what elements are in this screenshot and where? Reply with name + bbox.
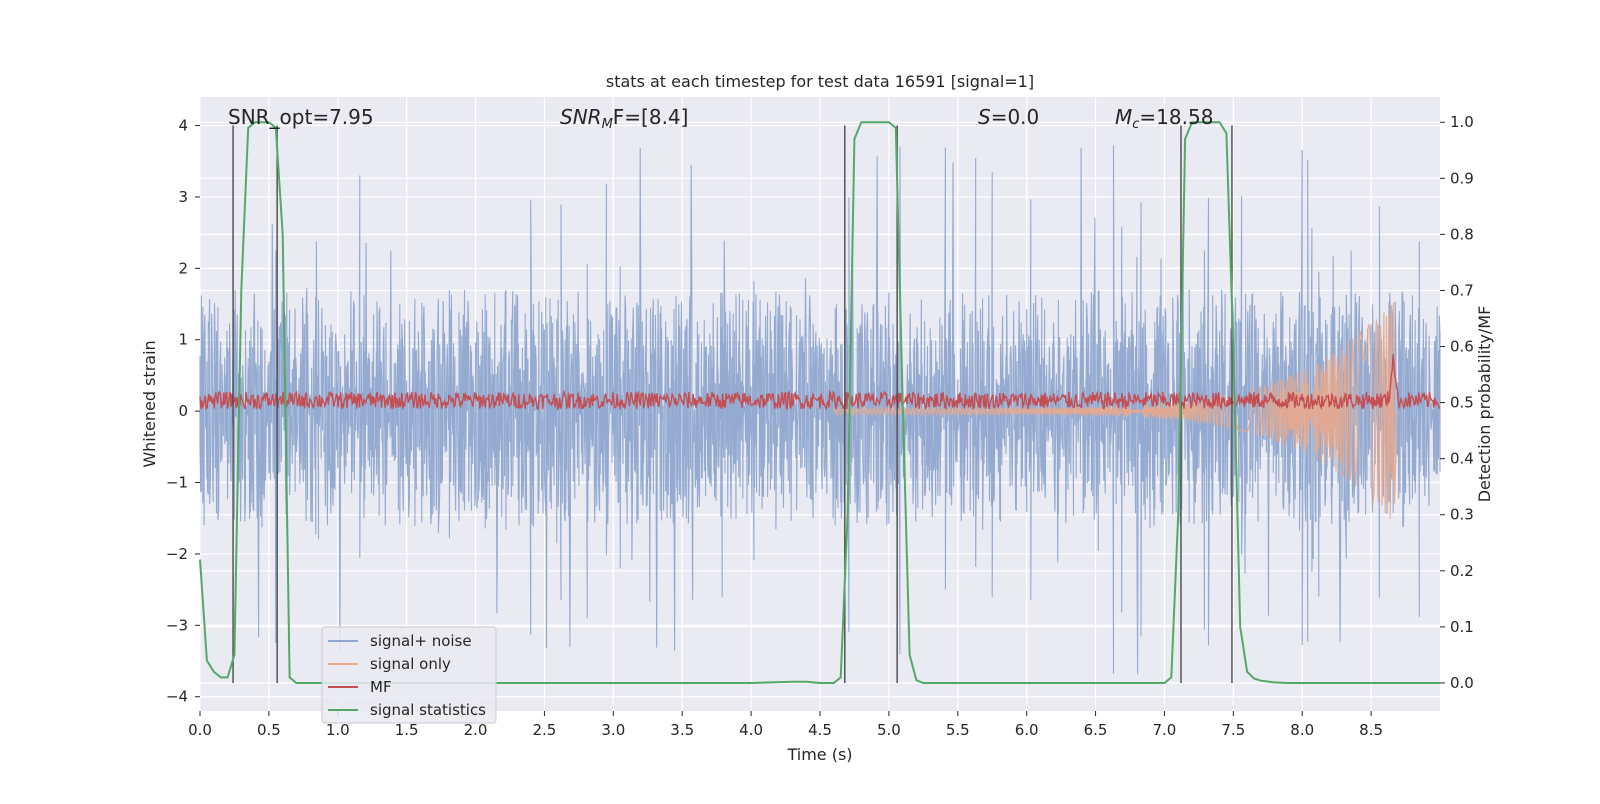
y-axis-label: Whitened strain [140,340,159,467]
annotation-s-rest: =0.0 [991,105,1040,129]
x-axis-ticks: 0.0 0.5 1.0 1.5 2.0 2.5 3.0 3.5 4.0 4.5 5.0 5.5 6.0 6… [188,711,1383,739]
annotation-snr-mf: SNRMF=[8.4] [560,105,688,132]
signal-only-line [833,302,1398,519]
y2-tick-label: 0.5 [1450,394,1474,412]
annotation-snr-opt: SNR_opt=7.95 [228,105,374,129]
annotation-mc: Mc=18.58 [1115,105,1213,132]
legend-label-mf: MF [370,678,392,696]
x-tick-label: 7.0 [1153,721,1177,739]
y2-tick-label: 1.0 [1450,113,1474,131]
x-tick-label: 2.5 [533,721,557,739]
legend: signal+ noise signal only MF signal stat… [321,626,497,724]
y-tick-label: −1 [166,474,188,492]
y2-tick-label: 0.0 [1450,674,1474,692]
x-tick-label: 8.5 [1359,721,1383,739]
y-tick-label: −4 [166,688,188,706]
legend-label-signal-noise: signal+ noise [370,632,472,650]
legend-label-signal-only: signal only [370,655,451,673]
x-tick-label: 5.5 [946,721,970,739]
x-tick-label: 5.0 [877,721,901,739]
annotations: SNR_opt=7.95 SNRMF=[8.4] S=0.0 Mc=18.58 [228,105,1213,132]
y2-tick-label: 0.4 [1450,450,1474,468]
y2-axis-label: Detection probability/MF [1475,306,1494,503]
x-tick-label: 3.5 [670,721,694,739]
x-tick-label: 4.0 [739,721,763,739]
y2-tick-label: 0.8 [1450,225,1474,243]
chart-title: stats at each timestep for test data 165… [606,72,1034,91]
y-tick-label: −2 [166,545,188,563]
mf-line [199,354,1441,412]
x-tick-label: 7.5 [1221,721,1245,739]
signal-only-series [833,302,1398,519]
x-tick-label: 3.0 [601,721,625,739]
annotation-mc-main: M [1115,105,1132,129]
mf-series [199,354,1441,412]
legend-label-signal-statistics: signal statistics [370,701,486,719]
x-tick-label: 1.0 [326,721,350,739]
annotation-snr-mf-rest: F=[8.4] [613,105,689,129]
annotation-snr-mf-main: SNR [560,105,602,129]
annotation-mc-rest: =18.58 [1139,105,1213,129]
y-tick-label: 0 [178,402,188,420]
annotation-mc-sub: c [1132,117,1139,132]
y-tick-label: −3 [166,616,188,634]
y2-tick-label: 0.1 [1450,618,1474,636]
y2-tick-label: 0.6 [1450,338,1474,356]
x-tick-label: 2.0 [464,721,488,739]
annotation-s-main: S [978,105,991,129]
y2-tick-label: 0.7 [1450,281,1474,299]
y2-axis-ticks: 1.0 0.9 0.8 0.7 0.6 0.5 0.4 0.3 0.2 0.1 0.0 [1440,113,1474,692]
x-axis-label: Time (s) [786,745,852,764]
x-tick-label: 0.5 [257,721,281,739]
y-tick-label: 3 [178,188,188,206]
x-tick-label: 8.0 [1290,721,1314,739]
annotation-s: S=0.0 [978,105,1039,129]
y2-tick-label: 0.3 [1450,506,1474,524]
signal-statistics-series [199,121,1440,684]
signal-statistics-line [199,121,1440,684]
y-axis-ticks: 4 3 2 1 0 −1 −2 −3 −4 [166,117,200,706]
y2-tick-label: 0.2 [1450,562,1474,580]
annotation-snr-mf-sub: M [602,117,613,132]
x-tick-label: 6.5 [1084,721,1108,739]
vertical-markers [232,125,1233,683]
y2-tick-label: 0.9 [1450,169,1474,187]
x-tick-label: 6.0 [1015,721,1039,739]
x-tick-label: 0.0 [188,721,212,739]
x-tick-label: 4.5 [808,721,832,739]
y-tick-label: 4 [178,117,188,135]
y-tick-label: 1 [178,331,188,349]
x-tick-label: 1.5 [395,721,419,739]
y-tick-label: 2 [178,259,188,277]
legend-box [321,626,497,724]
